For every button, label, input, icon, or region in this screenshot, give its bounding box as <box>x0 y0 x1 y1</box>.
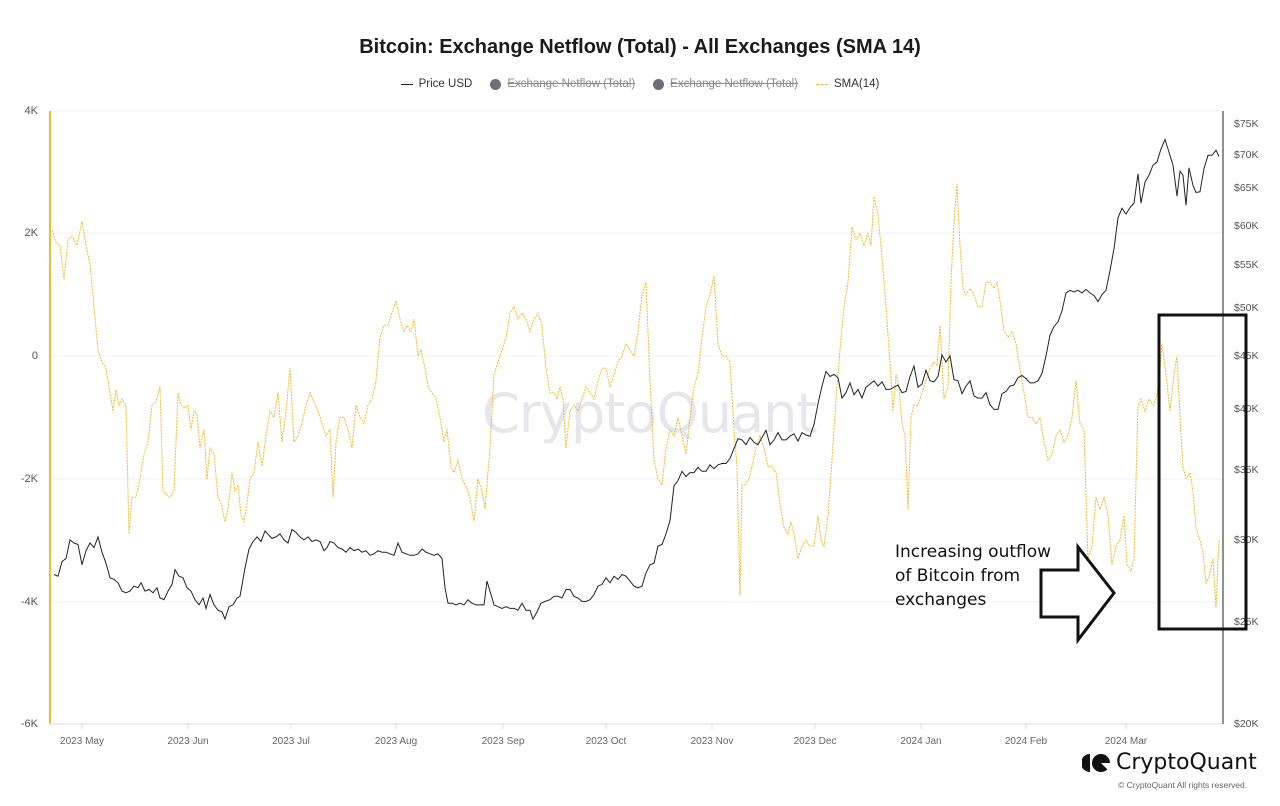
x-axis-tick: 2023 Sep <box>481 736 525 747</box>
legend-item-price[interactable]: Price USD <box>400 78 472 90</box>
left-axis-tick: 4K <box>24 105 38 117</box>
left-axis-tick: -2K <box>20 473 38 485</box>
x-axis-tick: 2023 Jul <box>272 736 310 747</box>
legend-item-sma14[interactable]: SMA(14) <box>816 78 879 90</box>
x-axis-tick: 2023 May <box>60 736 104 747</box>
dashed-line-marker-icon <box>816 83 828 85</box>
x-axis-tick: 2024 Feb <box>1004 736 1048 747</box>
x-axis-ticks <box>81 724 1127 729</box>
x-axis-tick: 2024 Jan <box>900 736 942 747</box>
dot-marker-icon <box>490 78 502 90</box>
x-axis-tick: 2024 Mar <box>1104 736 1148 747</box>
left-axis-tick: 2K <box>24 227 38 239</box>
brand-logo: CryptoQuant <box>1082 750 1257 775</box>
right-arrow-icon <box>1039 542 1116 645</box>
watermark: CryptoQuant <box>482 382 818 445</box>
cryptoquant-logo-icon <box>1082 753 1110 772</box>
right-axis-tick: $60K <box>1234 220 1259 232</box>
x-axis-tick: 2023 Nov <box>690 736 734 747</box>
left-axis-tick: 0 <box>31 350 38 362</box>
sma14-series-line <box>51 184 1220 608</box>
right-axis-tick: $50K <box>1234 302 1259 314</box>
x-axis-tick: 2023 Aug <box>374 736 418 747</box>
right-axis-tick: $65K <box>1234 182 1259 194</box>
right-axis-tick: $75K <box>1234 118 1259 130</box>
x-axis-tick: 2023 Dec <box>793 736 837 747</box>
line-marker-icon <box>400 83 413 85</box>
dot-marker-icon <box>653 78 665 90</box>
x-axis-tick: 2023 Jun <box>167 736 209 747</box>
right-axis-tick: $20K <box>1234 718 1259 730</box>
legend-item-netflow-1[interactable]: Exchange Netflow (Total) <box>490 78 635 90</box>
right-axis-tick: $55K <box>1234 259 1259 271</box>
x-axis-tick: 2023 Oct <box>585 736 627 747</box>
chart-title: Bitcoin: Exchange Netflow (Total) - All … <box>359 36 921 58</box>
right-axis-tick: $70K <box>1234 149 1259 161</box>
price-series-line <box>53 137 1220 621</box>
left-axis-tick: -4K <box>20 596 38 608</box>
annotation-text: Increasing outflow of Bitcoin from excha… <box>895 542 1052 610</box>
left-axis-tick: -6K <box>20 718 38 730</box>
highlight-box <box>1157 313 1248 631</box>
legend-item-netflow-2[interactable]: Exchange Netflow (Total) <box>653 78 798 90</box>
grid-lines <box>50 110 1222 603</box>
chart-legend: Price USD Exchange Netflow (Total) Excha… <box>0 78 1280 90</box>
copyright: © CryptoQuant All rights reserved. <box>1118 780 1248 790</box>
